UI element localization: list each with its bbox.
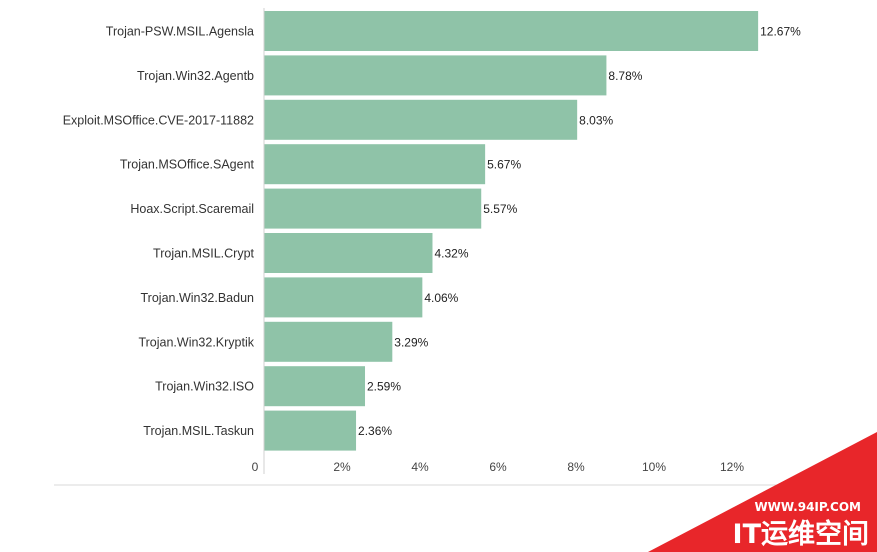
category-label-2: Exploit.MSOffice.CVE-2017-11882 (63, 113, 254, 127)
category-label-0: Trojan-PSW.MSIL.Agensla (106, 25, 254, 39)
category-label-8: Trojan.Win32.ISO (155, 380, 254, 394)
value-label-6: 4.06% (424, 291, 458, 305)
category-labels: Trojan-PSW.MSIL.Agensla Trojan.Win32.Agen… (63, 25, 255, 439)
value-label-8: 2.59% (367, 380, 401, 394)
value-label-1: 8.78% (608, 69, 642, 83)
bar-6 (264, 277, 423, 318)
x-tick-label-4: 8% (567, 460, 585, 474)
bar-0 (264, 11, 759, 51)
watermark-brand: IT运维空间 (733, 518, 869, 550)
bar-7 (264, 321, 393, 362)
bar-3 (264, 144, 486, 185)
bar-1 (264, 55, 607, 96)
watermark-url: WWW.94IP.COM (754, 500, 861, 514)
value-label-9: 2.36% (358, 424, 392, 438)
category-label-5: Trojan.MSIL.Crypt (153, 247, 254, 261)
category-label-9: Trojan.MSIL.Taskun (143, 424, 254, 438)
category-label-3: Trojan.MSOffice.SAgent (120, 158, 255, 172)
watermark-triangle (648, 432, 877, 552)
bar-5 (264, 233, 433, 273)
x-tick-label-1: 2% (333, 460, 351, 474)
value-label-7: 3.29% (394, 335, 428, 349)
x-tick-label-6: 12% (720, 460, 744, 474)
x-axis-ticks: 0 2% 4% 6% 8% 10% 12% (252, 460, 745, 474)
value-label-0: 12.67% (760, 25, 801, 39)
value-label-4: 5.57% (483, 202, 517, 216)
bar-2 (264, 99, 578, 140)
x-tick-label-5: 10% (642, 460, 666, 474)
bars-group (264, 11, 759, 451)
category-label-7: Trojan.Win32.Kryptik (138, 335, 254, 349)
x-tick-label-0: 0 (252, 460, 259, 474)
value-label-5: 4.32% (434, 247, 468, 261)
bar-8 (264, 366, 366, 407)
x-tick-label-3: 6% (489, 460, 507, 474)
category-label-4: Hoax.Script.Scaremail (130, 202, 254, 216)
value-labels: 12.67% 8.78% 8.03% 5.67% 5.57% 4.32% 4.06% 3.29… (358, 25, 801, 439)
bar-9 (264, 410, 357, 451)
value-label-2: 8.03% (579, 113, 613, 127)
bar-4 (264, 188, 482, 229)
x-tick-label-2: 4% (411, 460, 429, 474)
category-label-1: Trojan.Win32.Agentb (137, 69, 254, 83)
value-label-3: 5.67% (487, 158, 521, 172)
category-label-6: Trojan.Win32.Badun (141, 291, 255, 305)
